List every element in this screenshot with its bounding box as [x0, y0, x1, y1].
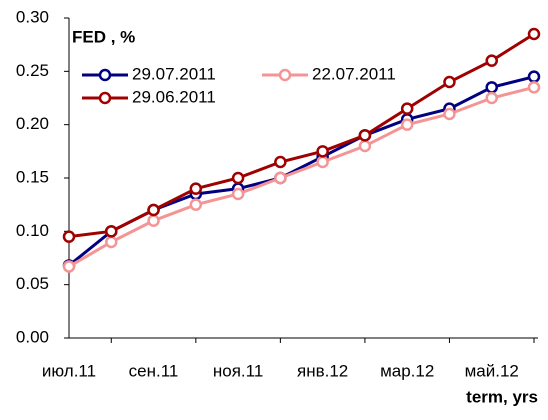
series-marker: [105, 225, 118, 238]
series-marker: [147, 214, 160, 227]
series-marker: [358, 129, 372, 142]
x-tick-label: июл.11: [42, 361, 96, 380]
legend-label: 29.07.2011: [132, 64, 216, 83]
series-marker: [527, 70, 541, 83]
series-marker: [485, 91, 498, 105]
series-marker: [485, 81, 498, 94]
series-marker: [358, 139, 372, 153]
series-marker: [62, 230, 76, 243]
series-marker: [231, 187, 245, 201]
chart-title: FED , %: [72, 27, 135, 46]
legend-label: 22.07.2011: [312, 64, 396, 83]
series-marker: [189, 198, 203, 211]
x-tick-label: мар.12: [380, 361, 434, 380]
series-marker: [443, 107, 456, 121]
series-marker: [147, 203, 160, 217]
series-marker: [274, 171, 287, 185]
y-tick-label: 0.30: [16, 7, 49, 26]
x-tick-label: ноя.11: [213, 361, 263, 380]
series-marker: [105, 235, 118, 249]
x-axis-label: term, yrs: [466, 387, 538, 406]
series-marker: [189, 182, 203, 195]
series-marker: [231, 171, 245, 185]
series-line: [68, 85, 535, 268]
series-marker: [485, 54, 498, 67]
y-tick-label: 0.20: [16, 114, 49, 133]
series-marker: [443, 75, 456, 89]
series-marker: [527, 27, 541, 41]
legend-label: 29.06.2011: [132, 87, 216, 106]
y-tick-label: 0.00: [16, 327, 49, 346]
series-marker: [62, 260, 76, 273]
x-tick-label: янв.12: [297, 361, 348, 380]
x-tick-label: сен.11: [129, 361, 179, 380]
y-tick-label: 0.05: [16, 274, 49, 293]
series-marker: [274, 155, 287, 169]
series-marker: [316, 145, 329, 158]
series-marker: [527, 81, 541, 94]
y-tick-label: 0.10: [16, 221, 49, 240]
series-marker: [400, 102, 414, 115]
series-line: [68, 32, 535, 239]
legend-marker: [278, 68, 292, 82]
series-marker: [316, 155, 329, 169]
legend-marker: [98, 91, 112, 105]
y-tick-label: 0.15: [16, 167, 49, 186]
series-marker: [400, 118, 414, 131]
y-tick-label: 0.25: [16, 61, 49, 80]
legend-marker: [98, 68, 112, 82]
x-tick-label: май.12: [465, 361, 519, 380]
